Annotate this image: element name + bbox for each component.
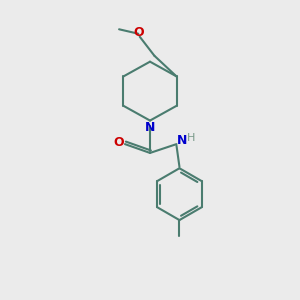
Text: N: N (177, 134, 187, 147)
Text: O: O (114, 136, 124, 149)
Text: N: N (145, 121, 155, 134)
Text: O: O (133, 26, 143, 39)
Text: H: H (186, 133, 195, 142)
